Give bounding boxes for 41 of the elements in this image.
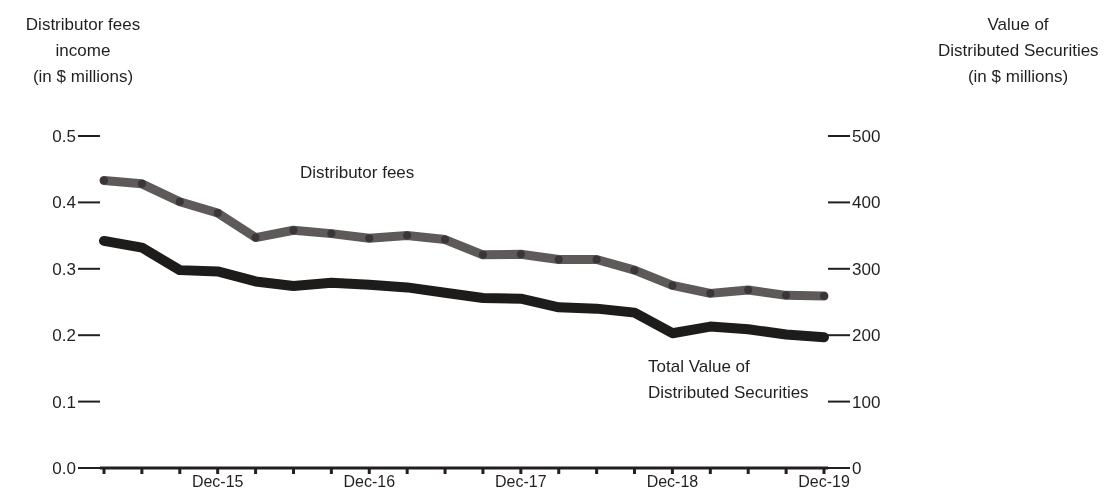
point <box>137 179 146 188</box>
y-tick-label: 0.3 <box>52 259 76 279</box>
point <box>820 292 828 301</box>
point <box>365 234 374 243</box>
point <box>592 255 601 264</box>
point <box>251 233 260 242</box>
point <box>289 226 298 235</box>
x-tick-label: Dec-15 <box>191 473 244 491</box>
x-tick-label: Dec-16 <box>343 473 396 491</box>
y-tick-label: 0.1 <box>52 392 76 412</box>
point <box>744 286 753 295</box>
y2-tick-label: 0 <box>852 459 862 479</box>
point <box>516 250 525 259</box>
y-tick-label: 0.4 <box>52 193 76 213</box>
point <box>441 235 450 244</box>
point <box>706 289 715 298</box>
y2-tick-label: 100 <box>852 392 881 412</box>
y2-tick-label: 400 <box>852 193 881 213</box>
point <box>668 281 677 290</box>
point <box>403 231 412 240</box>
y-tick-label: 0.2 <box>52 326 76 346</box>
series-label: Total Value of Distributed Securities <box>648 356 809 404</box>
x-tick-label: Dec-17 <box>495 473 547 491</box>
y-tick-label: 0.0 <box>52 459 76 479</box>
y2-tick-label: 300 <box>852 259 881 279</box>
point <box>100 176 108 185</box>
point <box>554 255 563 264</box>
point <box>782 291 791 300</box>
y-tick-label: 0.5 <box>52 127 76 147</box>
x-tick-label: Dec-19 <box>798 473 850 491</box>
y-axis-title: Distributor fees income (in $ millions) <box>24 14 142 88</box>
point <box>630 266 639 275</box>
x-tick-label: Dec-18 <box>646 473 699 491</box>
point <box>327 229 336 238</box>
y2-axis-title: Value of Distributed Securities (in $ millions) <box>938 14 1099 88</box>
text: Distributor fees <box>300 162 415 184</box>
point <box>213 209 222 218</box>
y2-tick-label: 500 <box>852 127 881 147</box>
y2-tick-label: 200 <box>852 326 881 346</box>
point <box>478 250 487 259</box>
point <box>175 197 184 206</box>
